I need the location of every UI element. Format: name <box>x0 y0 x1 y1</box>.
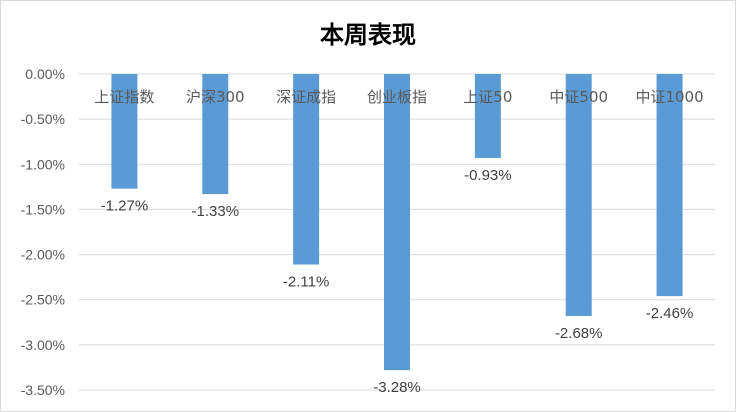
bar <box>565 74 592 316</box>
data-label: -2.46% <box>646 305 694 322</box>
y-tick-label: -2.00% <box>21 247 65 263</box>
data-label: -2.68% <box>555 325 603 342</box>
category-label: 上证指数 <box>94 88 154 106</box>
category-label: 深证成指 <box>276 88 336 106</box>
category-label: 上证50 <box>463 88 512 106</box>
data-label: -1.33% <box>192 203 240 220</box>
chart-title: 本周表现 <box>320 20 416 49</box>
y-tick-label: -3.00% <box>21 337 65 353</box>
bar <box>293 74 320 265</box>
y-tick-label: -3.50% <box>21 382 65 398</box>
y-tick-label: -2.50% <box>21 292 65 308</box>
bar <box>656 74 683 297</box>
y-tick-label: -1.50% <box>21 201 65 217</box>
bar <box>111 74 138 189</box>
bar <box>474 74 501 158</box>
data-label: -3.28% <box>373 379 421 396</box>
data-label: -0.93% <box>464 167 512 184</box>
category-label: 沪深300 <box>186 88 245 106</box>
category-label: 中证500 <box>549 88 608 106</box>
category-label: 创业板指 <box>367 88 427 106</box>
data-label: -1.27% <box>101 198 149 215</box>
bar <box>202 74 229 195</box>
y-tick-label: -1.00% <box>21 156 65 172</box>
y-tick-label: -0.50% <box>21 111 65 127</box>
category-label: 中证1000 <box>635 88 703 106</box>
bar <box>384 74 410 371</box>
data-label: -2.11% <box>283 274 329 291</box>
y-tick-label: 0.00% <box>25 66 65 82</box>
